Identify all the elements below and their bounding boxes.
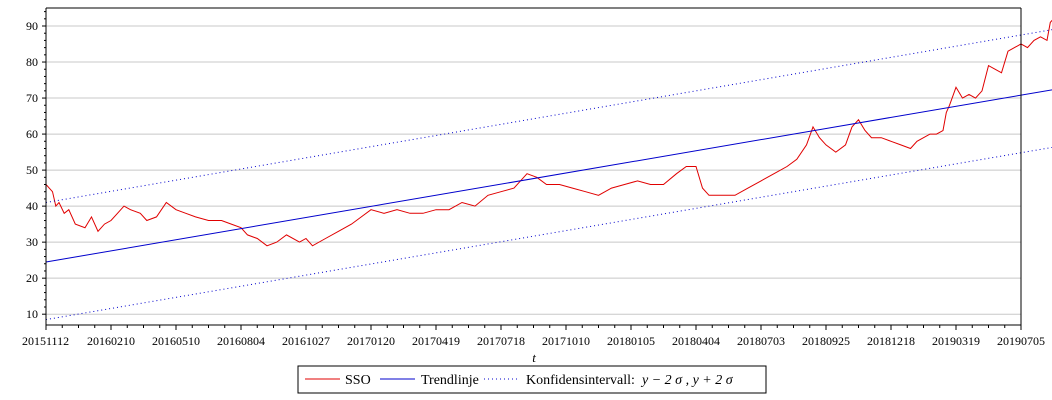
tick-labels: 10 20 30 40 50 60 70 80 90 20151112 20160210 201605… bbox=[22, 19, 1045, 348]
series-confidence-line-3 bbox=[45, 29, 1052, 203]
x-tick-label-20180703: 20180703 bbox=[737, 334, 785, 348]
x-tick-label-20161027: 20161027 bbox=[282, 334, 330, 348]
x-tick-label-20151112: 20151112 bbox=[22, 334, 69, 348]
y-tick-label-50: 50 bbox=[26, 163, 38, 177]
y-tick-label-80: 80 bbox=[26, 55, 38, 69]
series-layer bbox=[45, 19, 1052, 321]
y-tick-label-20: 20 bbox=[26, 271, 38, 285]
x-tick-label-20190319: 20190319 bbox=[932, 334, 980, 348]
y-tick-label-10: 10 bbox=[26, 307, 38, 321]
legend-label-sso: SSO bbox=[345, 373, 371, 388]
legend-label-conf: Konfidensintervall: bbox=[526, 373, 635, 388]
legend-box bbox=[297, 365, 767, 394]
legend-label-trend: Trendlinje bbox=[421, 373, 479, 388]
grid-lines bbox=[46, 25, 1021, 315]
x-tick-label-20160804: 20160804 bbox=[217, 334, 265, 348]
x-axis-label: t bbox=[532, 350, 536, 365]
x-tick-label-20180404: 20180404 bbox=[672, 334, 720, 348]
series-sso-line bbox=[45, 19, 1052, 247]
x-tick-label-20160210: 20160210 bbox=[87, 334, 135, 348]
x-tick-label-20170718: 20170718 bbox=[477, 334, 525, 348]
x-tick-label-20181218: 20181218 bbox=[867, 334, 915, 348]
series-confidence-line-2 bbox=[45, 146, 1052, 321]
legend: SSO Trendlinje Konfidensintervall: y − 2… bbox=[297, 365, 767, 394]
x-tick-label-20171010: 20171010 bbox=[542, 334, 590, 348]
axes bbox=[42, 7, 1022, 330]
x-tick-label-20180105: 20180105 bbox=[607, 334, 655, 348]
y-tick-label-40: 40 bbox=[26, 199, 38, 213]
y-tick-label-60: 60 bbox=[26, 127, 38, 141]
x-tick-label-20160510: 20160510 bbox=[152, 334, 200, 348]
y-tick-label-70: 70 bbox=[26, 91, 38, 105]
y-tick-label-90: 90 bbox=[26, 19, 38, 33]
x-tick-label-20170419: 20170419 bbox=[412, 334, 460, 348]
y-tick-label-30: 30 bbox=[26, 235, 38, 249]
x-tick-label-20190705: 20190705 bbox=[997, 334, 1045, 348]
x-tick-label-20180925: 20180925 bbox=[802, 334, 850, 348]
series-trend-line bbox=[45, 89, 1052, 263]
x-tick-label-20170120: 20170120 bbox=[347, 334, 395, 348]
legend-math-conf: y − 2 σ , y + 2 σ bbox=[640, 373, 734, 388]
